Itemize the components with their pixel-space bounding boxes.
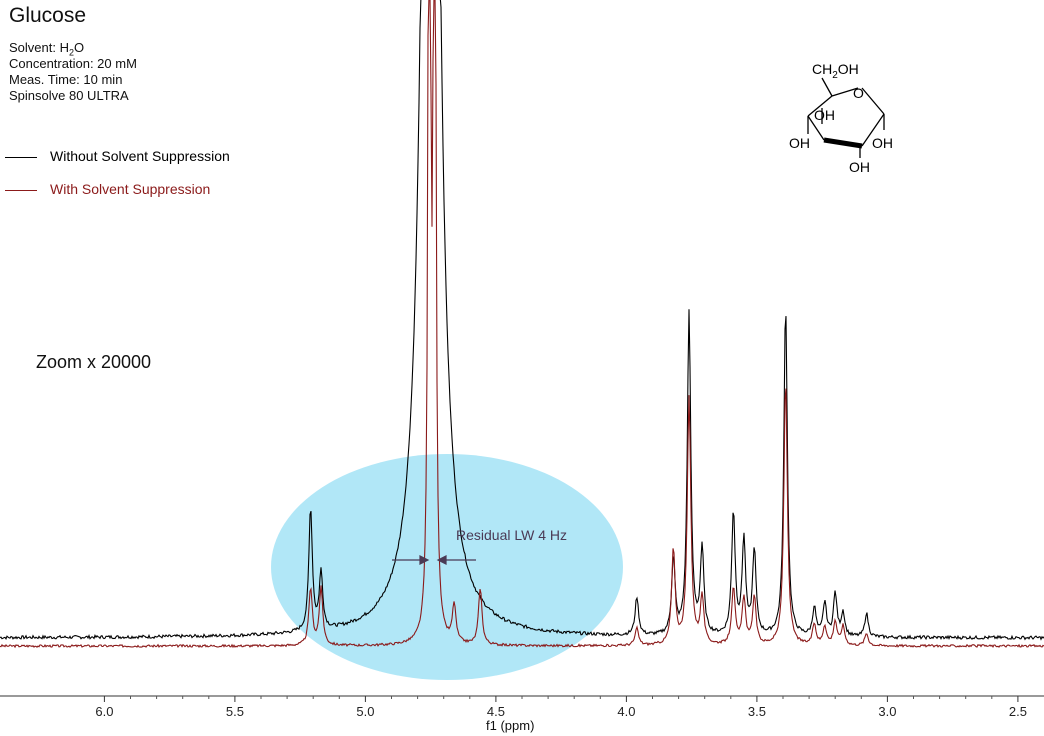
x-axis-label: f1 (ppm) [486, 718, 535, 733]
bond-ch2oh [821, 77, 833, 97]
x-tick-label: 3.5 [748, 704, 766, 719]
right-arrow-head [436, 555, 447, 565]
bond-c5-o [831, 87, 859, 97]
meta-concentration: Concentration: 20 mM [9, 56, 137, 71]
zoom-label: Zoom x 20000 [36, 352, 152, 372]
x-tick-label: 5.5 [226, 704, 244, 719]
mol-oh-c2: OH [849, 159, 870, 175]
legend-label-without: Without Solvent Suppression [50, 148, 230, 164]
bond-c4-c3 [807, 115, 825, 141]
solvent-suffix: O [74, 40, 85, 55]
legend-swatch-with [5, 190, 37, 191]
trace-with-suppression [0, 0, 1044, 649]
trace-without-suppression [0, 0, 1044, 641]
legend-label-with: With Solvent Suppression [50, 181, 211, 197]
bond-c3-c2-bold [823, 137, 863, 149]
x-axis-ticks: 6.0 5.5 5.0 4.5 4.0 3.5 3.0 2.5 [95, 696, 1027, 719]
meta-time: Meas. Time: 10 min [9, 72, 123, 87]
bond-c4-c5 [807, 95, 833, 117]
mol-oh-c3: OH [814, 107, 835, 123]
mol-ch2oh-prefix: CH [812, 61, 832, 77]
chart-title: Glucose [9, 4, 87, 27]
mol-ring-o: O [853, 85, 864, 101]
mol-ch2oh-sub: 2 [832, 70, 838, 81]
x-tick-label: 6.0 [95, 704, 113, 719]
solvent-sub: 2 [68, 47, 74, 58]
bond-o-c1 [861, 87, 885, 115]
x-tick-label: 4.5 [487, 704, 505, 719]
highlight-ellipse [271, 454, 623, 680]
solvent-prefix: Solvent: H [9, 40, 69, 55]
mol-oh-c1: OH [872, 135, 893, 151]
x-tick-label: 4.0 [617, 704, 635, 719]
bond-c1-c2 [861, 113, 885, 147]
mol-ch2oh-suffix: OH [838, 61, 859, 77]
x-tick-label: 3.0 [878, 704, 896, 719]
glucose-structure: CH2OH O OH OH OH OH [789, 61, 893, 175]
x-tick-label: 5.0 [356, 704, 374, 719]
legend-swatch-without [5, 157, 37, 158]
mol-ch2oh: CH2OH [812, 61, 859, 81]
mol-oh-c4: OH [789, 135, 810, 151]
left-arrow-head [419, 555, 430, 565]
meta-solvent: Solvent: H2O [9, 40, 84, 61]
linewidth-arrows [392, 555, 476, 565]
meta-instrument: Spinsolve 80 ULTRA [9, 88, 129, 103]
x-tick-label: 2.5 [1009, 704, 1027, 719]
linewidth-annotation: Residual LW 4 Hz [456, 527, 568, 543]
